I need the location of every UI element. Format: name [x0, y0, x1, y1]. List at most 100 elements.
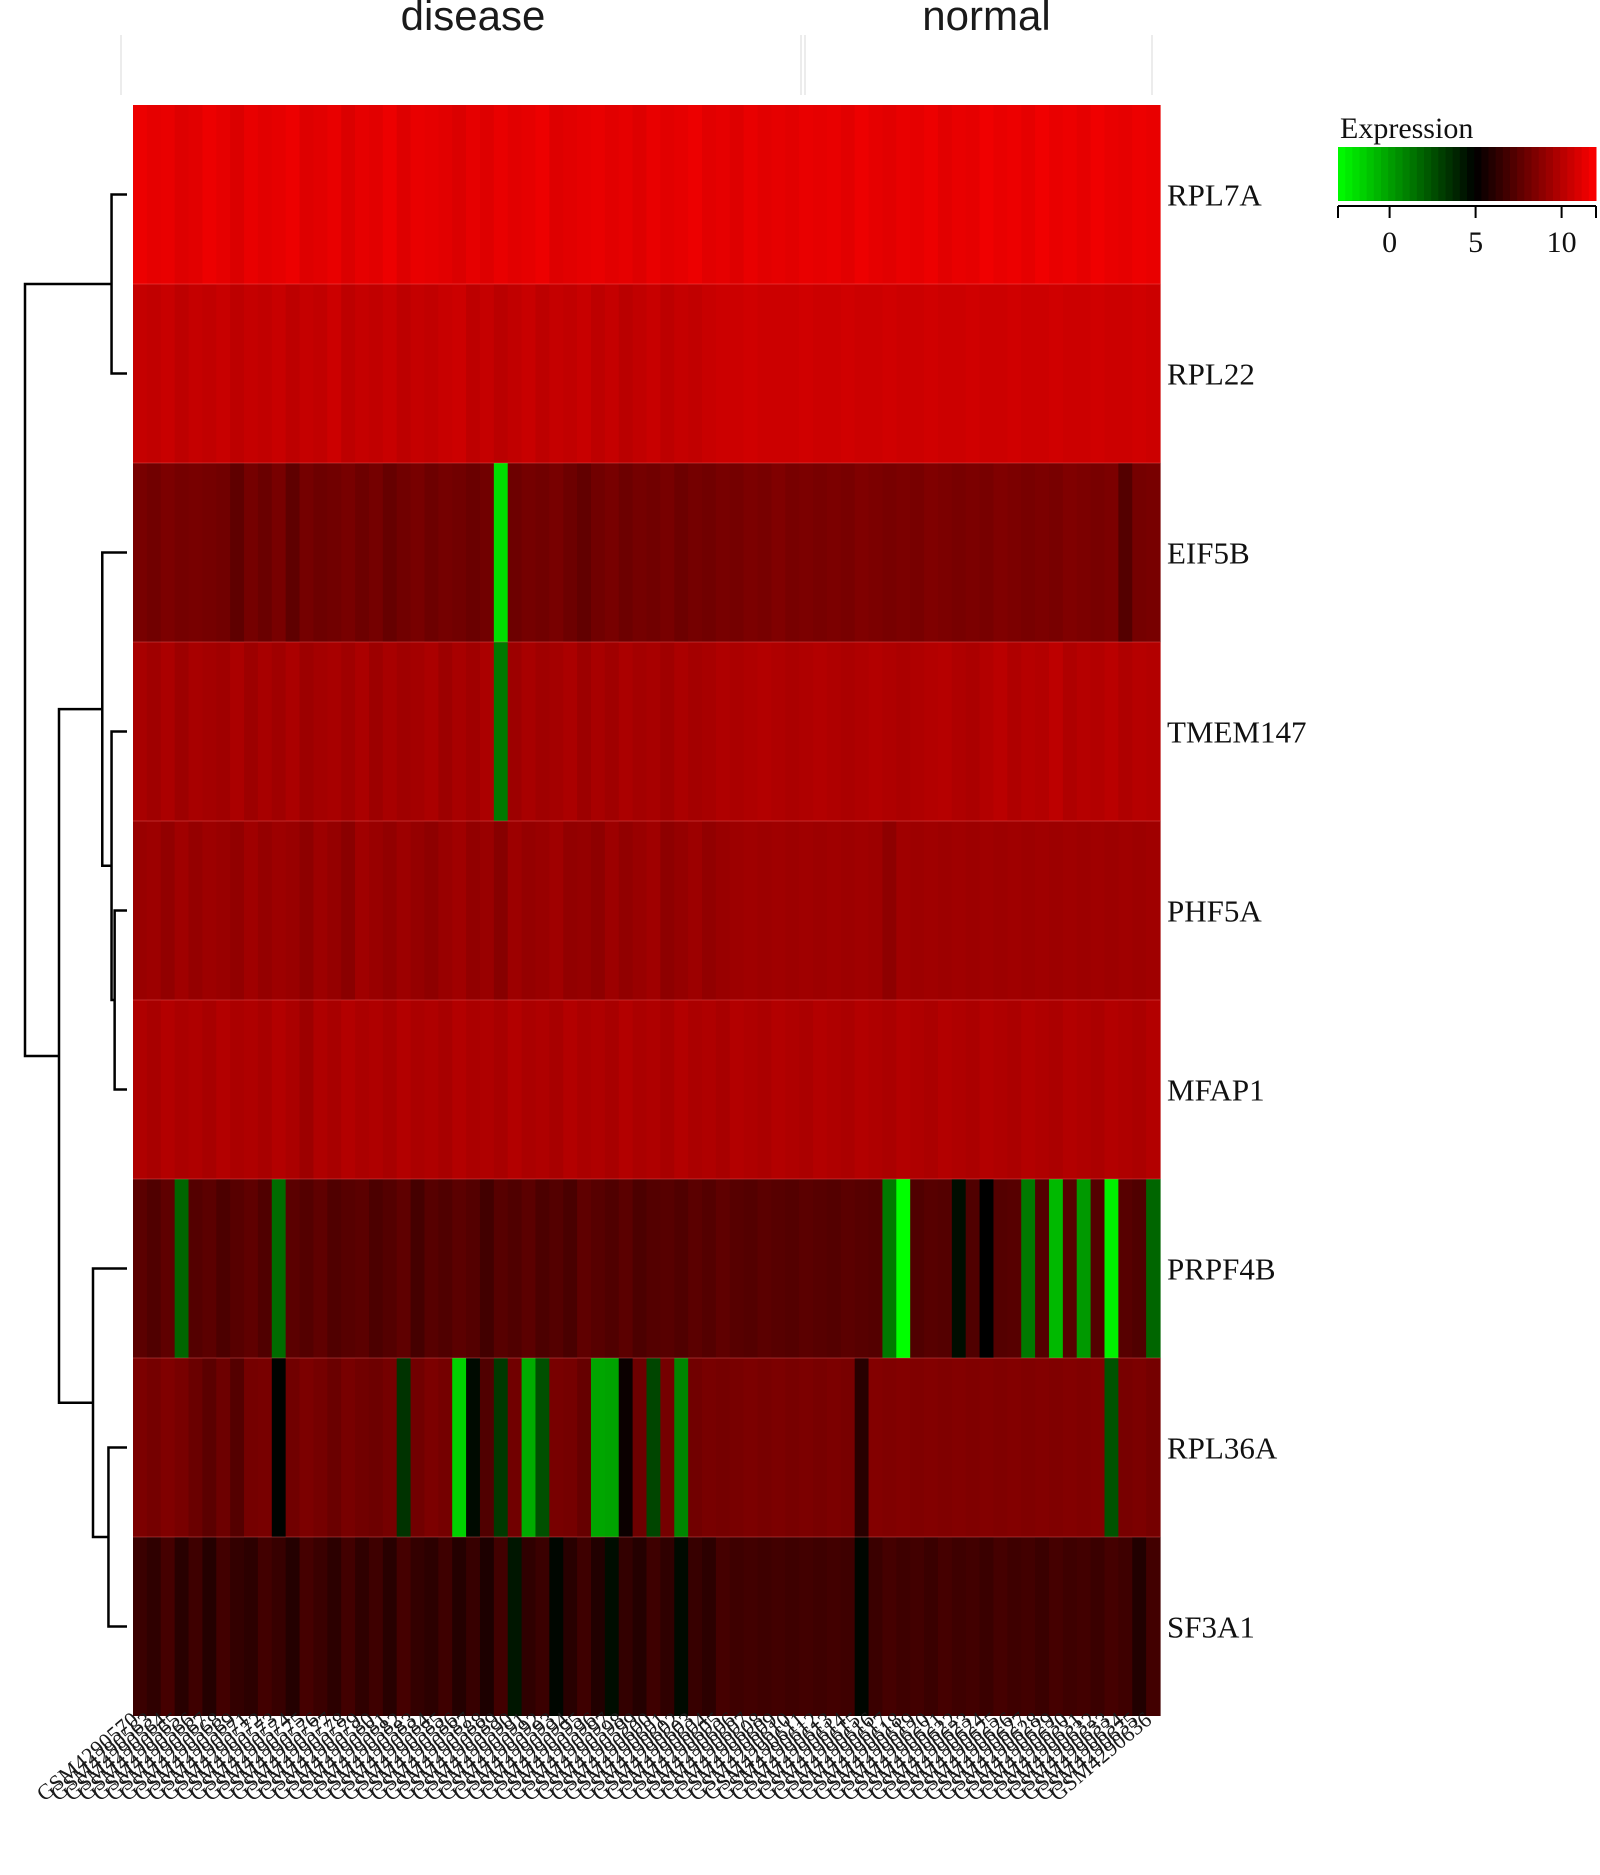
heatmap-cell — [910, 284, 925, 463]
heatmap-cell — [882, 1000, 897, 1179]
heatmap-cell — [882, 642, 897, 821]
heatmap-cell — [604, 1537, 620, 1716]
heatmap-cell — [1035, 284, 1050, 463]
heatmap-cell — [160, 1179, 176, 1358]
heatmap-cell — [951, 642, 967, 821]
heatmap-cell — [396, 642, 412, 821]
heatmap-cell — [729, 1179, 745, 1358]
heatmap-cell — [355, 1000, 370, 1179]
row-label: MFAP1 — [1167, 1073, 1265, 1108]
heatmap-cell — [244, 642, 259, 821]
heatmap-cell — [285, 642, 301, 821]
heatmap-cell — [660, 1537, 675, 1716]
heatmap-cell — [1104, 105, 1119, 284]
heatmap-cell — [840, 105, 856, 284]
heatmap-cells — [133, 105, 1161, 1716]
heatmap-cell — [757, 1537, 773, 1716]
heatmap-cell — [202, 821, 217, 1000]
heatmap-cell — [1035, 821, 1050, 1000]
heatmap-cell — [285, 284, 301, 463]
heatmap-cell — [452, 105, 467, 284]
heatmap-cell — [493, 821, 509, 1000]
heatmap-cell — [174, 642, 190, 821]
heatmap-cell — [660, 1000, 675, 1179]
heatmap-cell — [993, 1000, 1008, 1179]
legend-tick-label: 0 — [1382, 226, 1397, 259]
heatmap-cell — [382, 105, 398, 284]
heatmap-cell — [355, 1358, 370, 1537]
heatmap-cell — [257, 463, 273, 642]
heatmap-cell — [715, 642, 731, 821]
heatmap-cell — [1048, 463, 1064, 642]
heatmap-cell — [826, 105, 842, 284]
heatmap-cell — [937, 284, 953, 463]
heatmap-cell — [924, 821, 939, 1000]
heatmap-cell — [951, 1358, 967, 1537]
heatmap-cell — [1021, 284, 1036, 463]
heatmap-cell — [1062, 1000, 1078, 1179]
heatmap-cell — [993, 1358, 1008, 1537]
heatmap-cell — [1118, 821, 1133, 1000]
legend-swatch — [1545, 147, 1554, 201]
row-label: RPL36A — [1167, 1431, 1278, 1466]
heatmap-cell — [702, 821, 717, 1000]
heatmap-cell — [965, 1179, 981, 1358]
heatmap-cell — [785, 284, 800, 463]
heatmap-cell — [479, 463, 495, 642]
heatmap-cell — [813, 284, 828, 463]
heatmap-cell — [1146, 1000, 1161, 1179]
heatmap-cell — [924, 105, 939, 284]
heatmap-cell — [521, 821, 537, 1000]
heatmap-cell — [965, 821, 981, 1000]
heatmap-cell — [1048, 642, 1064, 821]
heatmap-cell — [674, 642, 689, 821]
heatmap-cell — [188, 1358, 203, 1537]
heatmap-cell — [410, 1179, 426, 1358]
heatmap-cell — [285, 1358, 301, 1537]
heatmap-cell — [271, 284, 287, 463]
heatmap-cell — [840, 1358, 856, 1537]
heatmap-cell — [160, 463, 176, 642]
legend-swatch — [1459, 147, 1468, 201]
heatmap-cell — [577, 463, 592, 642]
heatmap-cell — [618, 1358, 634, 1537]
heatmap-cell — [230, 105, 245, 284]
heatmap-cell — [341, 1000, 356, 1179]
heatmap-cell — [840, 1179, 856, 1358]
heatmap-cell — [1076, 1179, 1092, 1358]
heatmap-cell — [146, 821, 162, 1000]
heatmap-cell — [188, 284, 203, 463]
heatmap-cell — [910, 1179, 925, 1358]
heatmap-cell — [840, 463, 856, 642]
heatmap-cell — [341, 821, 356, 1000]
dendrogram-branch — [107, 1446, 127, 1628]
heatmap-cell — [646, 1179, 661, 1358]
heatmap-cell — [910, 642, 925, 821]
heatmap-cell — [979, 1000, 995, 1179]
heatmap-cell — [410, 284, 426, 463]
heatmap-cell — [174, 105, 190, 284]
legend-swatch — [1388, 147, 1396, 201]
heatmap-cell — [521, 1537, 537, 1716]
legend-swatch — [1502, 147, 1511, 201]
heatmap-cell — [965, 284, 981, 463]
heatmap-cell — [577, 284, 592, 463]
heatmap-cell — [924, 1179, 939, 1358]
heatmap-cell — [452, 642, 467, 821]
heatmap-cell — [1090, 1000, 1106, 1179]
heatmap-cell — [313, 105, 328, 284]
heatmap-cell — [937, 463, 953, 642]
heatmap-cell — [230, 284, 245, 463]
heatmap-cell — [1132, 642, 1147, 821]
heatmap-cell — [479, 1537, 495, 1716]
heatmap-cell — [146, 463, 162, 642]
heatmap-cell — [979, 821, 995, 1000]
legend-swatch — [1538, 147, 1547, 201]
heatmap-cell — [1007, 1358, 1022, 1537]
heatmap-cell — [507, 1358, 523, 1537]
heatmap-cell — [341, 284, 356, 463]
legend-swatch — [1524, 147, 1532, 201]
heatmap-cell — [257, 1358, 273, 1537]
heatmap-cell — [493, 1179, 509, 1358]
heatmap-cell — [479, 1000, 495, 1179]
